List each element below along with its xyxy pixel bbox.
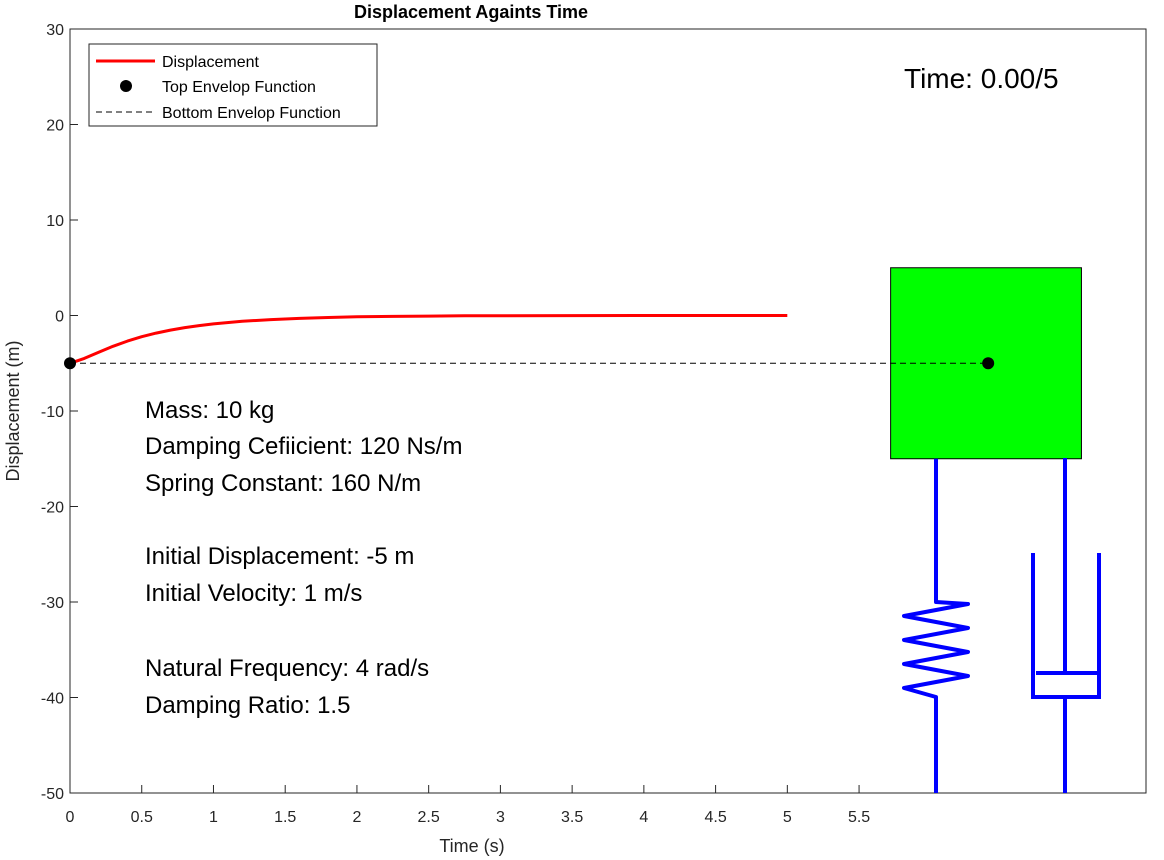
y-tick-label: -30: [41, 595, 64, 612]
x-tick-label: 1: [209, 809, 218, 826]
y-tick-label: 20: [46, 118, 64, 135]
time-readout: Time: 0.00/5: [904, 63, 1059, 94]
spring: [902, 458, 970, 793]
chart-title: Displacement Againts Time: [354, 2, 588, 22]
x-tick-label: 0: [66, 809, 75, 826]
initial-velocity-text: Initial Velocity: 1 m/s: [145, 580, 362, 607]
damping-coefficient-text: Damping Cefiicient: 120 Ns/m: [145, 433, 462, 460]
legend-swatch-top-envelope: [120, 80, 132, 92]
top-envelope-marker: [982, 357, 995, 370]
x-tick-label: 4: [639, 809, 648, 826]
x-tick-label: 3: [496, 809, 505, 826]
y-tick-label: -10: [41, 404, 64, 421]
x-tick-label: 5.5: [848, 809, 870, 826]
x-tick-label: 2.5: [418, 809, 440, 826]
legend-label-top-envelope: Top Envelop Function: [162, 79, 316, 96]
y-tick-label: 0: [55, 309, 64, 326]
y-axis-label: Displacement (m): [3, 340, 23, 481]
initial-displacement-text: Initial Displacement: -5 m: [145, 543, 414, 570]
x-tick-label: 4.5: [704, 809, 726, 826]
x-tick-label: 1.5: [274, 809, 296, 826]
top-envelope-markers: [64, 357, 995, 370]
x-tick-label: 2: [352, 809, 361, 826]
y-axis-ticks: 30 20 10 0 -10 -20 -30 -40 -50: [41, 22, 78, 803]
x-axis-label: Time (s): [439, 836, 504, 856]
parameters-text: Mass: 10 kg Damping Cefiicient: 120 Ns/m…: [145, 397, 462, 719]
legend-label-displacement: Displacement: [162, 54, 259, 71]
y-tick-label: 30: [46, 22, 64, 39]
y-tick-label: -50: [41, 786, 64, 803]
y-tick-label: -40: [41, 691, 64, 708]
natural-frequency-text: Natural Frequency: 4 rad/s: [145, 655, 429, 682]
x-axis-ticks: 0 0.5 1 1.5 2 2.5 3 3.5 4 4.5 5 5.5: [66, 785, 870, 826]
x-tick-label: 3.5: [561, 809, 583, 826]
y-tick-label: -20: [41, 500, 64, 517]
top-envelope-marker: [64, 357, 76, 370]
legend-label-bottom-envelope: Bottom Envelop Function: [162, 105, 341, 122]
x-tick-label: 0.5: [131, 809, 153, 826]
displacement-line: [69, 314, 788, 365]
y-tick-label: 10: [46, 213, 64, 230]
mass-text: Mass: 10 kg: [145, 397, 274, 424]
spring-coil: [902, 458, 970, 793]
legend: Displacement Top Envelop Function Bottom…: [88, 43, 378, 127]
spring-constant-text: Spring Constant: 160 N/m: [145, 470, 421, 497]
x-tick-label: 5: [783, 809, 792, 826]
damper: [1031, 458, 1101, 793]
damping-ratio-text: Damping Ratio: 1.5: [145, 692, 350, 719]
